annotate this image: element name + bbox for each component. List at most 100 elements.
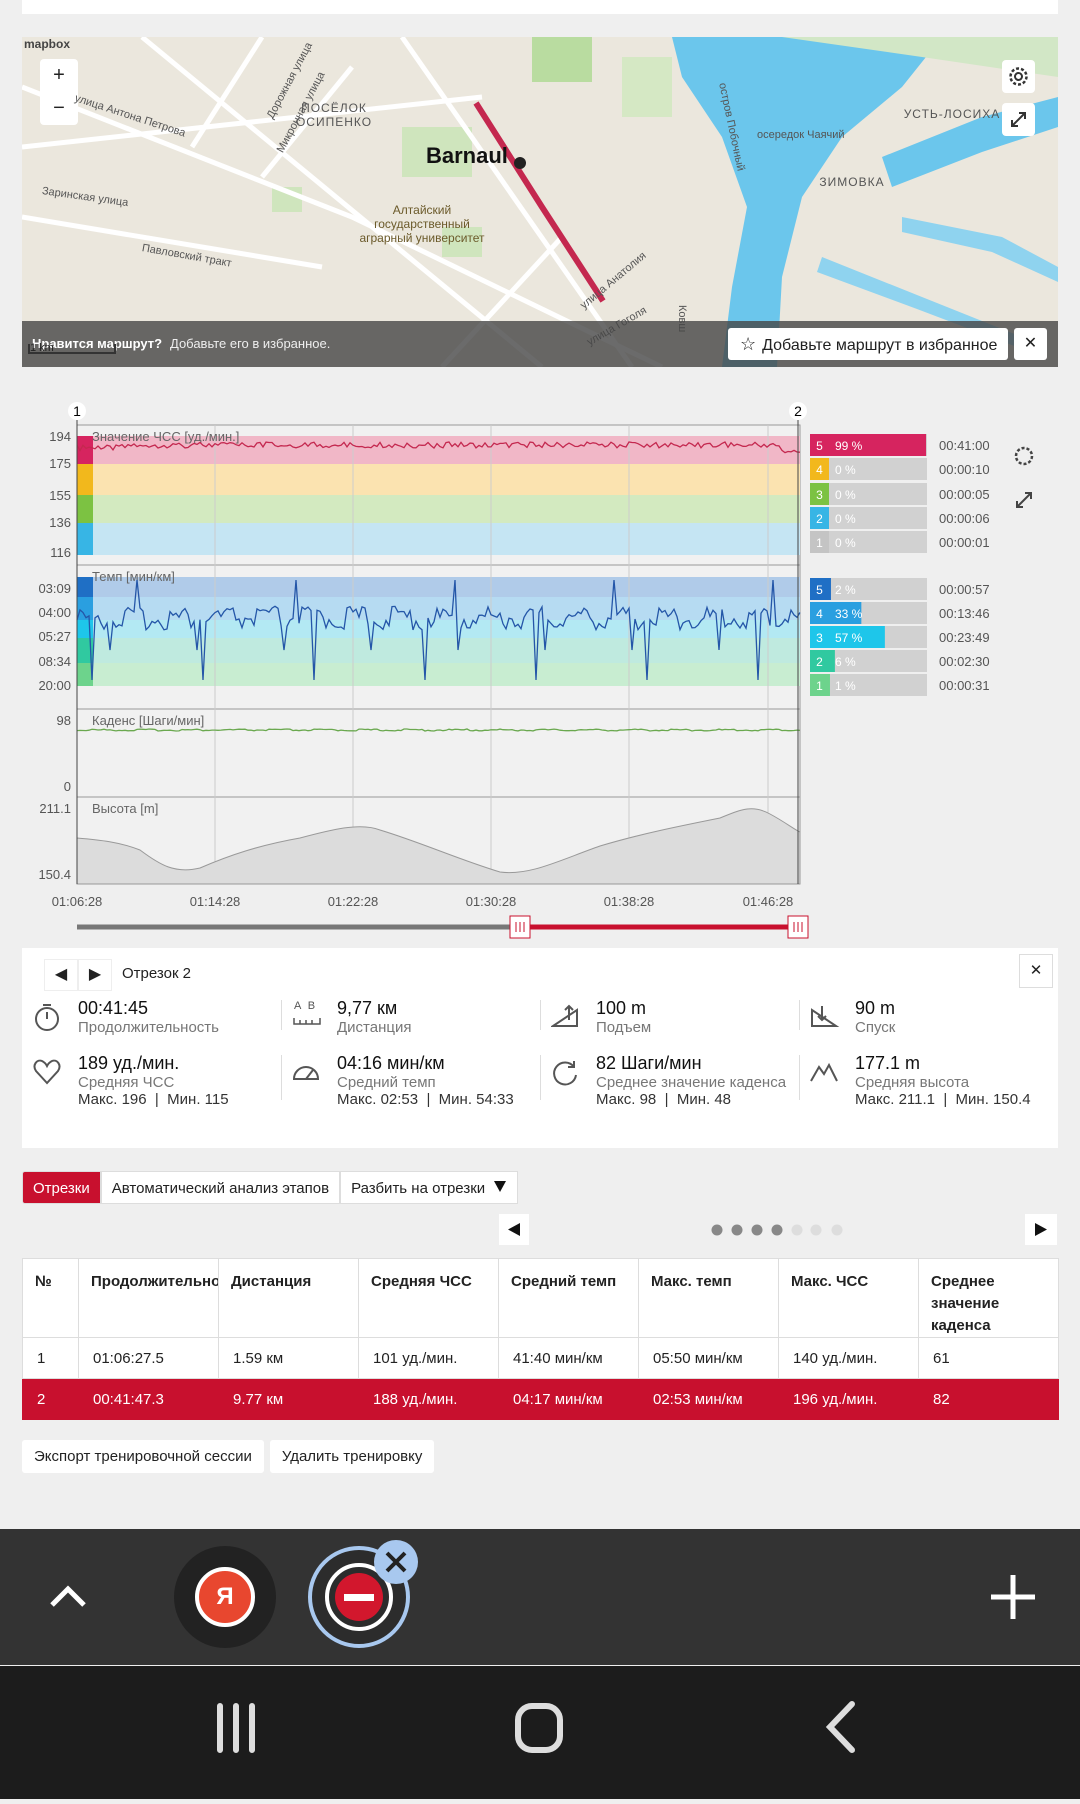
zone-bar-bg: [829, 674, 927, 696]
stat: 82 Шаги/мин Среднее значение каденса Макс.…: [596, 1053, 816, 1108]
stat-label: Продолжительность: [78, 1019, 219, 1036]
zone-percent: 6 %: [835, 655, 856, 669]
map-label: Barnaul: [426, 143, 508, 168]
zone-bar-bg: [829, 507, 927, 529]
zone-number: 5: [816, 583, 823, 597]
map-expand[interactable]: [1002, 103, 1035, 136]
stat: 90 m Спуск: [855, 998, 1075, 1036]
hr-zone-band: [77, 436, 800, 464]
zone-number: 3: [816, 631, 823, 645]
stat-value: 00:41:45: [78, 998, 149, 1018]
hr-zone-strip: [77, 495, 93, 523]
zone-number-box: [810, 602, 829, 624]
zone-number: 5: [816, 439, 823, 453]
table-row[interactable]: 2 00:41:47.3 9.77 км 188 уд./мин. 04:17 мин/…: [22, 1378, 1059, 1420]
stat-label: Подъем: [596, 1019, 652, 1036]
y-tick-label: 03:09: [38, 581, 71, 596]
y-tick-label: 155: [49, 488, 71, 503]
stat-divider: [540, 1055, 541, 1100]
tab-label: Отрезки: [33, 1180, 90, 1197]
map-label: Алтайский государственный аграрный униве…: [359, 203, 485, 245]
stat-minmax: Макс. 98 | Мин. 48: [596, 1091, 731, 1108]
action-button[interactable]: Удалить тренировку: [269, 1440, 435, 1473]
table-row[interactable]: 1 01:06:27.5 1.59 км 101 уд./мин. 41:40 мин/…: [22, 1337, 1059, 1379]
map-label: ЗИМОВКА: [819, 175, 885, 189]
page-next[interactable]: [1025, 1214, 1057, 1245]
tab[interactable]: Отрезки: [22, 1171, 101, 1204]
next-segment[interactable]: ▶: [78, 959, 112, 991]
expand-icon: [1016, 492, 1032, 508]
map-settings[interactable]: [1002, 60, 1035, 93]
stat: 100 m Подъем: [596, 998, 816, 1036]
segment-close[interactable]: ✕: [1019, 954, 1053, 988]
header-cell: Средний темп: [498, 1258, 639, 1338]
zone-bar-bg: [829, 483, 927, 505]
zone-number: 4: [816, 607, 823, 621]
segment-title: Отрезок 2: [122, 965, 192, 982]
zoom-controls[interactable]: + −: [40, 59, 78, 125]
tab[interactable]: Автоматический анализ этапов: [100, 1171, 341, 1204]
pace-zone-strip: [77, 620, 93, 638]
tab[interactable]: Разбить на отрезки: [340, 1171, 519, 1204]
stat-divider: [799, 1055, 800, 1100]
zone-number-box: [810, 531, 829, 553]
header-cell: №: [22, 1258, 79, 1338]
hr-zone-strip: [77, 464, 93, 495]
prev-segment[interactable]: ◀: [44, 959, 78, 991]
stat-icon: A B: [292, 1000, 322, 1032]
x-tick-label: 01:46:28: [743, 894, 794, 909]
map: mapbox + − улица Антона Петрова Дорожная у…: [22, 37, 1058, 367]
zone-time: 00:00:05: [939, 487, 990, 502]
zone-percent: 57 %: [835, 631, 863, 645]
zone-bar: [829, 626, 885, 648]
map-label: УСТЬ-ЛОСИХА: [903, 107, 1001, 121]
page-prev[interactable]: [499, 1214, 529, 1245]
range-marker: [789, 402, 807, 420]
zoom-in[interactable]: +: [53, 64, 65, 86]
zone-number-box: [810, 458, 829, 480]
stat: 177.1 m Средняя высота Макс. 211.1 | Мин. …: [855, 1053, 1075, 1108]
zone-percent: 1 %: [835, 679, 856, 693]
table-cell: 1: [22, 1337, 79, 1379]
stat: 9,77 км Дистанция: [337, 998, 557, 1036]
map-graphics: [22, 37, 1058, 367]
table-cell: 05:50 мин/км: [638, 1337, 779, 1379]
x-tick-label: 01:06:28: [52, 894, 103, 909]
banner-close[interactable]: ✕: [1014, 328, 1047, 360]
table-cell: 01:06:27.5: [78, 1337, 219, 1379]
stat-label: Средняя ЧСС: [78, 1074, 175, 1091]
tabs: Отрезки Автоматический анализ этапов Разби…: [22, 1171, 519, 1204]
favorite-button[interactable]: ☆ Добавьте маршрут в избранное: [728, 328, 1008, 360]
stat-divider: [540, 1000, 541, 1030]
zone-bar: [829, 578, 831, 600]
hr-zone-band: [77, 464, 800, 495]
activity-chart: 01:06:28 01:14:28 01:22:28 01:30:28 01:38:28…: [38, 402, 1034, 939]
zone-number: 2: [816, 655, 823, 669]
x-tick-label: 01:38:28: [604, 894, 655, 909]
pace-zone-band: [77, 577, 800, 597]
table-cell: 2: [22, 1378, 79, 1420]
table-cell: 00:41:47.3: [78, 1378, 219, 1420]
stat-value: 04:16 мин/км: [337, 1053, 445, 1073]
zone-number: 1: [816, 679, 823, 693]
panel-label: Темп [мин/км]: [92, 569, 175, 584]
zone-time: 00:02:30: [939, 654, 990, 669]
action-button[interactable]: Экспорт тренировочной сессии: [22, 1440, 264, 1473]
zone-time: 00:00:10: [939, 462, 990, 477]
stat: 00:41:45 Продолжительность: [78, 998, 298, 1036]
page-dots: [711, 1224, 843, 1236]
hr-zone-band: [77, 495, 800, 523]
nav-bar: [0, 1666, 1080, 1799]
panel-label: Значение ЧСС [уд./мин.]: [92, 429, 239, 444]
map-label: осередок Чаячий: [757, 129, 845, 141]
zoom-out[interactable]: −: [53, 97, 65, 119]
stat-value: 9,77 км: [337, 998, 398, 1018]
stat-value: 90 m: [855, 998, 896, 1018]
zone-number-box: [810, 434, 829, 456]
zone-bar: [829, 650, 835, 672]
stat-value: 100 m: [596, 998, 647, 1018]
x-tick-label: 01:14:28: [190, 894, 241, 909]
tab-label: Автоматический анализ этапов: [111, 1180, 330, 1197]
yandex-letter[interactable]: Я: [216, 1583, 234, 1610]
stat-value: 177.1 m: [855, 1053, 921, 1073]
